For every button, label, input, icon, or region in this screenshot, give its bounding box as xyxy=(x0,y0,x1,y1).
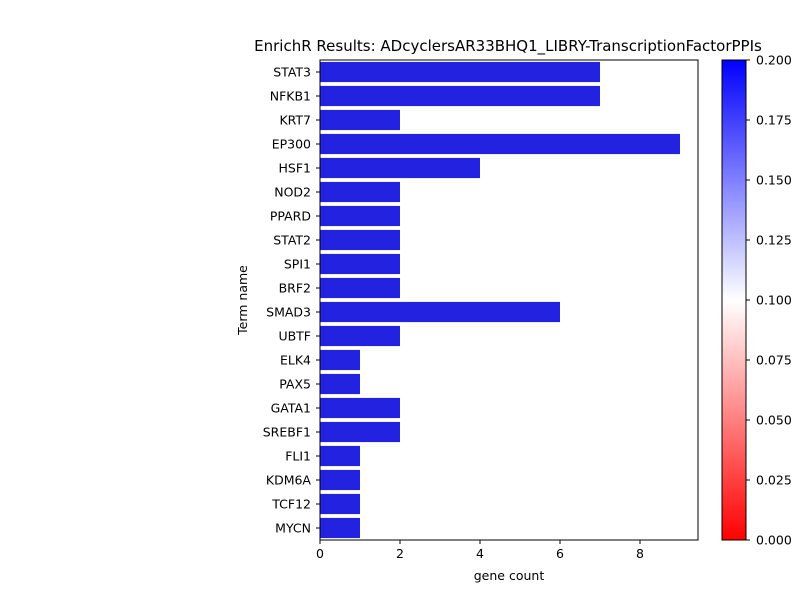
y-tick-label: KRT7 xyxy=(279,113,311,128)
colorbar-tick-label: 0.050 xyxy=(756,413,792,428)
x-tick-label: 4 xyxy=(476,546,484,561)
bar-elk4 xyxy=(320,349,360,371)
bar-nfkb1 xyxy=(320,85,600,107)
x-tick-label: 8 xyxy=(636,546,644,561)
y-tick-label: NFKB1 xyxy=(270,89,311,104)
colorbar-tick-label: 0.025 xyxy=(756,473,792,488)
bars-group xyxy=(320,61,680,539)
y-tick-label: STAT2 xyxy=(273,233,311,248)
bar-pax5 xyxy=(320,373,360,395)
colorbar-tick-label: 0.125 xyxy=(756,233,792,248)
y-tick-label: PPARD xyxy=(270,209,311,224)
colorbar-tick-label: 0.150 xyxy=(756,173,792,188)
y-tick-label: HSF1 xyxy=(279,161,311,176)
y-tick-label: STAT3 xyxy=(273,65,311,80)
x-tick-label: 6 xyxy=(556,546,564,561)
colorbar-tick-label: 0.100 xyxy=(756,293,792,308)
y-axis-ticks: STAT3 NFKB1 KRT7 EP300 HSF1 NOD2 PPARD STAT2 SPI… xyxy=(263,65,320,536)
y-tick-label: UBTF xyxy=(278,329,311,344)
x-axis-label: gene count xyxy=(474,568,545,583)
bar-spi1 xyxy=(320,253,400,275)
x-tick-label: 0 xyxy=(316,546,324,561)
y-tick-label: KDM6A xyxy=(266,473,312,488)
bar-ep300 xyxy=(320,133,680,155)
chart-title: EnrichR Results: ADcyclersAR33BHQ1_LIBRY… xyxy=(254,37,762,56)
colorbar-tick-label: 0.000 xyxy=(756,533,792,548)
y-tick-label: GATA1 xyxy=(271,401,311,416)
x-axis-ticks: 0 2 4 6 8 xyxy=(316,540,644,561)
bar-ubtf xyxy=(320,325,400,347)
colorbar-tick-label: 0.075 xyxy=(756,353,792,368)
y-tick-label: NOD2 xyxy=(274,185,311,200)
bar-ppard xyxy=(320,205,400,227)
y-tick-label: EP300 xyxy=(272,137,311,152)
plot-frame xyxy=(319,59,699,541)
y-tick-label: TCF12 xyxy=(271,497,311,512)
y-tick-label: BRF2 xyxy=(279,281,311,296)
y-tick-label: SREBF1 xyxy=(263,425,311,440)
bar-hsf1 xyxy=(320,157,480,179)
y-tick-label: SPI1 xyxy=(284,257,311,272)
bar-nod2 xyxy=(320,181,400,203)
colorbar-tick-label: 0.175 xyxy=(756,113,792,128)
bar-krt7 xyxy=(320,109,400,131)
bar-tcf12 xyxy=(320,493,360,515)
bar-kdm6a xyxy=(320,469,360,491)
colorbar-tick-label: 0.200 xyxy=(756,53,792,68)
colorbar-ticks: 0.000 0.025 0.050 0.075 0.100 0.125 0.150 0.175… xyxy=(746,53,792,548)
bar-stat3 xyxy=(320,61,600,83)
colorbar xyxy=(721,59,747,541)
bar-stat2 xyxy=(320,229,400,251)
y-tick-label: FLI1 xyxy=(285,449,311,464)
y-axis-label: Term name xyxy=(235,265,250,336)
bar-srebf1 xyxy=(320,421,400,443)
y-tick-label: PAX5 xyxy=(279,377,311,392)
bar-smad3 xyxy=(320,301,560,323)
y-tick-label: SMAD3 xyxy=(266,305,311,320)
y-tick-label: MYCN xyxy=(275,521,311,536)
x-tick-label: 2 xyxy=(396,546,404,561)
bar-gata1 xyxy=(320,397,400,419)
y-tick-label: ELK4 xyxy=(280,353,311,368)
bar-mycn xyxy=(320,517,360,539)
bar-brf2 xyxy=(320,277,400,299)
bar-fli1 xyxy=(320,445,360,467)
